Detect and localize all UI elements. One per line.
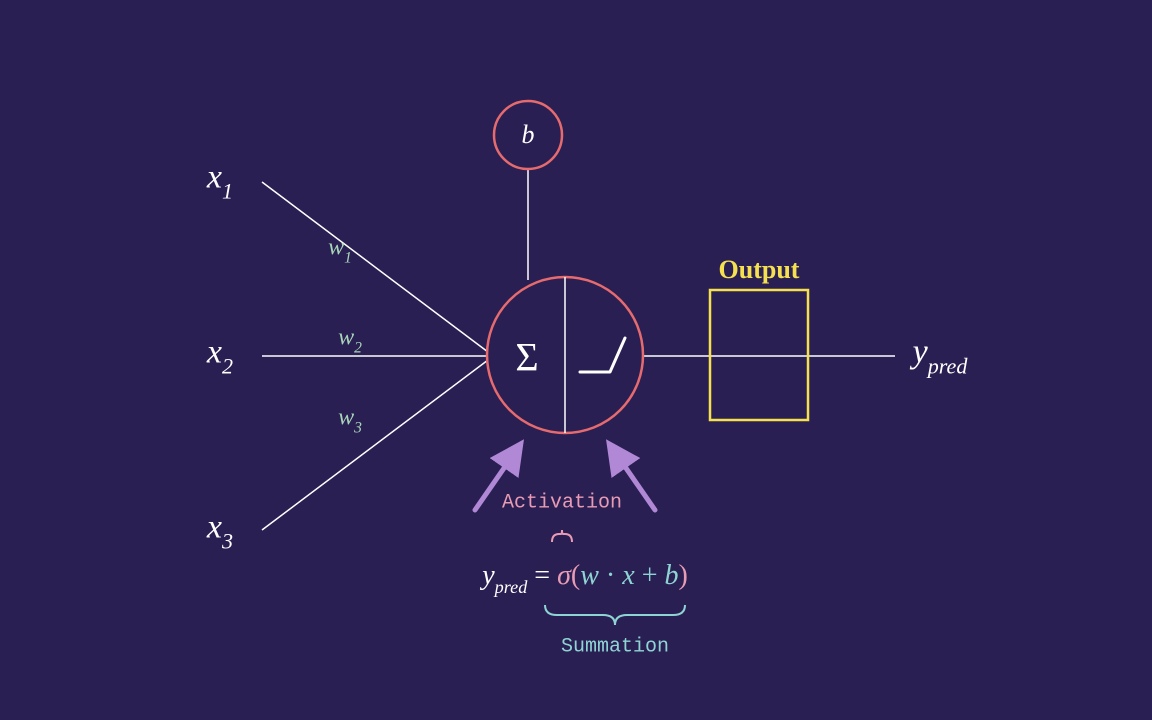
edge-x3_line xyxy=(262,360,488,530)
output-box xyxy=(710,290,808,420)
input-x2: x2 xyxy=(207,334,233,377)
summation-annotation: Summation xyxy=(561,636,669,659)
weight-w3: w3 xyxy=(338,405,362,436)
bias-label: b xyxy=(522,120,535,150)
input-x3: x3 xyxy=(207,509,233,552)
activation-annotation: Activation xyxy=(502,492,622,515)
weight-w1: w1 xyxy=(328,235,352,266)
weight-w2: w2 xyxy=(338,325,362,356)
input-x1: x1 xyxy=(207,159,233,202)
formula: ypred = σ(w · x + b) xyxy=(482,560,688,596)
brace-summation xyxy=(545,605,685,625)
neuron-diagram: x1 x2 x3 w1 w2 w3 b Σ Output ypred Activation Summa… xyxy=(0,0,1152,720)
edge-x1_line xyxy=(262,182,488,352)
sigma-symbol: Σ xyxy=(515,334,538,381)
output-label: Output xyxy=(719,255,800,285)
brace-activation xyxy=(552,530,572,542)
y-pred-label: ypred xyxy=(913,334,968,377)
